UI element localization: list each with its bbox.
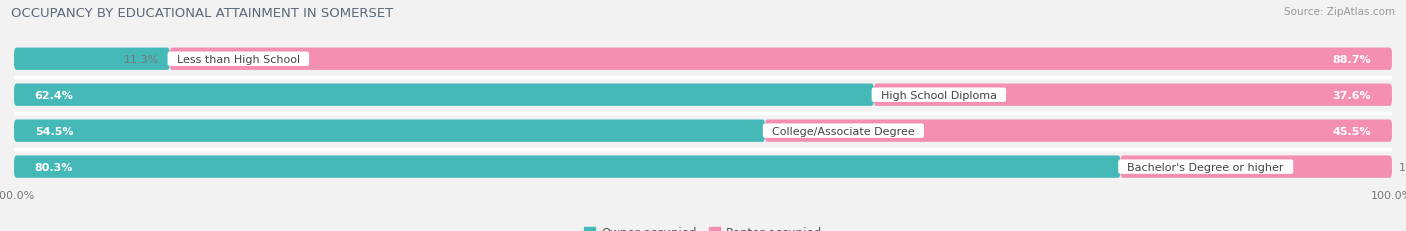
FancyBboxPatch shape [170,48,1392,71]
FancyBboxPatch shape [875,84,1392,106]
Text: 80.3%: 80.3% [35,162,73,172]
Text: OCCUPANCY BY EDUCATIONAL ATTAINMENT IN SOMERSET: OCCUPANCY BY EDUCATIONAL ATTAINMENT IN S… [11,7,394,20]
Text: 19.7%: 19.7% [1399,162,1406,172]
FancyBboxPatch shape [765,120,1392,142]
Text: Source: ZipAtlas.com: Source: ZipAtlas.com [1284,7,1395,17]
FancyBboxPatch shape [14,156,1121,178]
FancyBboxPatch shape [1121,156,1392,178]
Text: 54.5%: 54.5% [35,126,73,136]
Text: 88.7%: 88.7% [1333,55,1371,64]
Text: Bachelor's Degree or higher: Bachelor's Degree or higher [1121,162,1291,172]
Text: College/Associate Degree: College/Associate Degree [765,126,922,136]
Text: 62.4%: 62.4% [35,90,73,100]
FancyBboxPatch shape [14,120,1392,142]
Text: 11.3%: 11.3% [124,55,159,64]
Text: 45.5%: 45.5% [1333,126,1371,136]
Legend: Owner-occupied, Renter-occupied: Owner-occupied, Renter-occupied [579,221,827,231]
Text: 37.6%: 37.6% [1333,90,1371,100]
FancyBboxPatch shape [14,48,170,71]
FancyBboxPatch shape [14,48,1392,71]
FancyBboxPatch shape [14,84,1392,106]
FancyBboxPatch shape [14,84,875,106]
Text: Less than High School: Less than High School [170,55,307,64]
Text: High School Diploma: High School Diploma [875,90,1004,100]
FancyBboxPatch shape [14,156,1392,178]
FancyBboxPatch shape [14,120,765,142]
